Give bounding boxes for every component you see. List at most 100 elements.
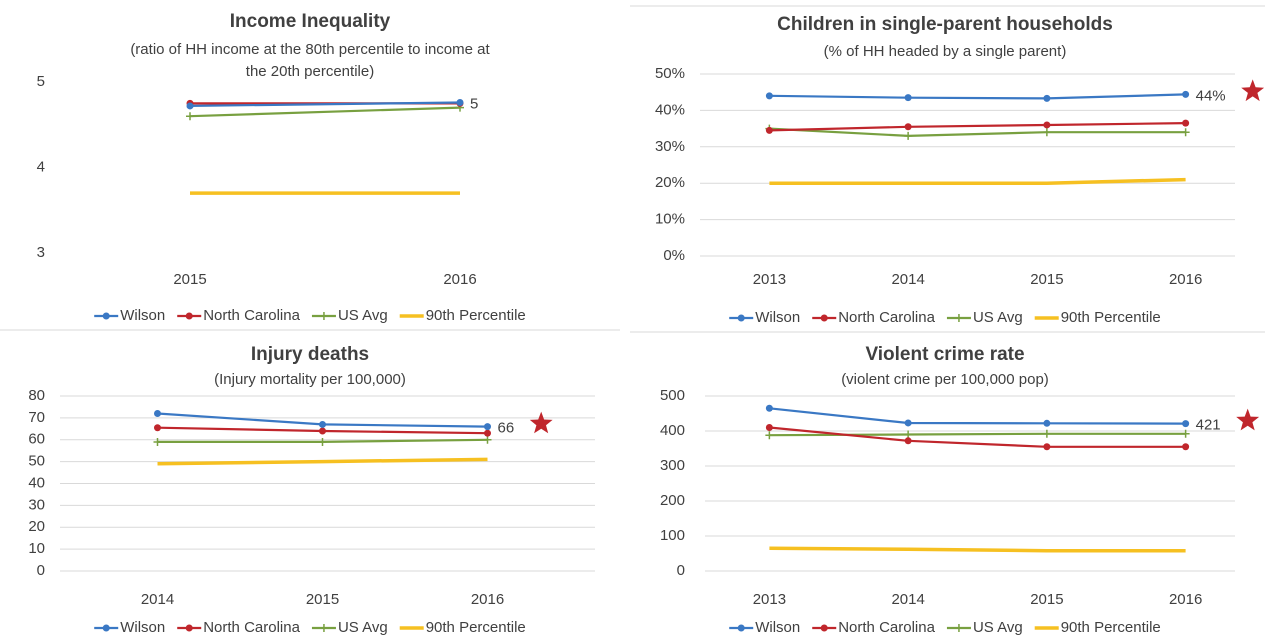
y-tick-label: 50: [28, 453, 45, 470]
point-marker: [483, 435, 492, 444]
star-icon: [529, 411, 553, 434]
point-marker: [154, 410, 161, 417]
legend-marker: [820, 314, 828, 322]
point-marker: [904, 131, 913, 140]
y-tick-label: 80: [28, 387, 45, 404]
legend-label: 90th Percentile: [426, 619, 526, 636]
legend-marker: [954, 314, 963, 322]
y-tick-label: 3: [37, 244, 45, 261]
point-marker: [765, 431, 774, 440]
point-marker: [1043, 419, 1051, 427]
point-marker: [1181, 429, 1190, 438]
series-line: [769, 122, 1186, 132]
data-label: 44%: [1196, 87, 1226, 104]
point-marker: [904, 94, 912, 102]
x-tick-label: 2013: [753, 271, 786, 288]
y-tick-label: 70: [28, 409, 45, 426]
x-tick-label: 2016: [1169, 271, 1202, 288]
point-marker: [484, 423, 491, 431]
x-tick-label: 2016: [443, 271, 476, 288]
legend-label: Wilson: [755, 619, 800, 636]
series-line: [769, 177, 1186, 185]
y-tick-label: 0: [37, 562, 45, 579]
data-label: 5: [470, 95, 478, 112]
x-tick-label: 2013: [753, 591, 786, 608]
star-icon: [1241, 79, 1265, 102]
legend-marker: [185, 624, 193, 632]
x-tick-label: 2014: [891, 271, 924, 288]
series-line: [769, 127, 1186, 137]
x-tick-label: 2015: [173, 271, 206, 288]
x-tick-label: 2016: [1169, 591, 1202, 608]
chart-subtitle: (% of HH headed by a single parent): [824, 43, 1067, 60]
legend-label: 90th Percentile: [1061, 309, 1161, 326]
y-tick-label: 500: [660, 387, 685, 404]
y-tick-label: 300: [660, 457, 685, 474]
y-tick-label: 30%: [655, 138, 685, 155]
chart-title: Children in single-parent households: [777, 14, 1113, 35]
y-tick-label: 30: [28, 496, 45, 513]
point-marker: [1043, 443, 1051, 451]
y-tick-label: 5: [37, 73, 45, 90]
legend-label: 90th Percentile: [1061, 619, 1161, 636]
legend-marker: [820, 624, 828, 632]
legend-label: US Avg: [338, 307, 388, 324]
chart-title: Injury deaths: [251, 344, 369, 365]
y-tick-label: 50%: [655, 65, 685, 82]
legend-label: US Avg: [973, 619, 1023, 636]
point-marker: [456, 99, 464, 107]
legend-marker: [185, 312, 193, 320]
legend-marker: [102, 624, 110, 632]
legend-label: North Carolina: [203, 619, 300, 636]
legend-marker: [319, 624, 328, 632]
chart-subtitle: (ratio of HH income at the 80th percenti…: [130, 41, 490, 58]
y-tick-label: 4: [37, 158, 45, 175]
legend-label: Wilson: [120, 619, 165, 636]
point-marker: [1043, 94, 1051, 102]
point-marker: [765, 404, 773, 412]
point-marker: [765, 424, 773, 431]
point-marker: [1043, 121, 1051, 129]
series-line: [769, 93, 1186, 100]
point-marker: [186, 102, 194, 110]
chart-subtitle: (Injury mortality per 100,000): [214, 371, 406, 388]
legend-label: Wilson: [755, 309, 800, 326]
legend-label: 90th Percentile: [426, 307, 526, 324]
y-tick-label: 40: [28, 474, 45, 491]
y-tick-label: 10: [28, 540, 45, 557]
point-marker: [318, 437, 327, 446]
legend-label: North Carolina: [838, 309, 935, 326]
y-tick-label: 400: [660, 422, 685, 439]
y-tick-label: 10%: [655, 211, 685, 228]
point-marker: [154, 424, 161, 432]
series-line: [157, 457, 488, 466]
legend-marker: [102, 312, 110, 320]
point-marker: [765, 92, 773, 100]
legend-marker: [737, 314, 745, 322]
point-marker: [1042, 128, 1051, 137]
legend-marker: [319, 312, 328, 320]
legend-marker: [954, 624, 963, 632]
y-tick-label: 60: [28, 431, 45, 448]
legend-label: US Avg: [973, 309, 1023, 326]
data-label: 66: [498, 420, 515, 437]
x-tick-label: 2016: [471, 591, 504, 608]
point-marker: [765, 126, 773, 134]
legend-label: US Avg: [338, 619, 388, 636]
x-tick-label: 2014: [141, 591, 174, 608]
series-line: [189, 106, 461, 118]
point-marker: [904, 419, 912, 427]
legend-label: North Carolina: [203, 307, 300, 324]
point-marker: [484, 429, 491, 437]
legend-label: North Carolina: [838, 619, 935, 636]
point-marker: [904, 123, 912, 131]
y-tick-label: 0: [677, 562, 685, 579]
point-marker: [319, 427, 326, 435]
legend-marker: [737, 624, 745, 632]
x-tick-label: 2015: [306, 591, 339, 608]
point-marker: [1181, 128, 1190, 137]
point-marker: [186, 112, 194, 121]
series-line: [769, 407, 1186, 425]
point-marker: [1042, 429, 1051, 438]
